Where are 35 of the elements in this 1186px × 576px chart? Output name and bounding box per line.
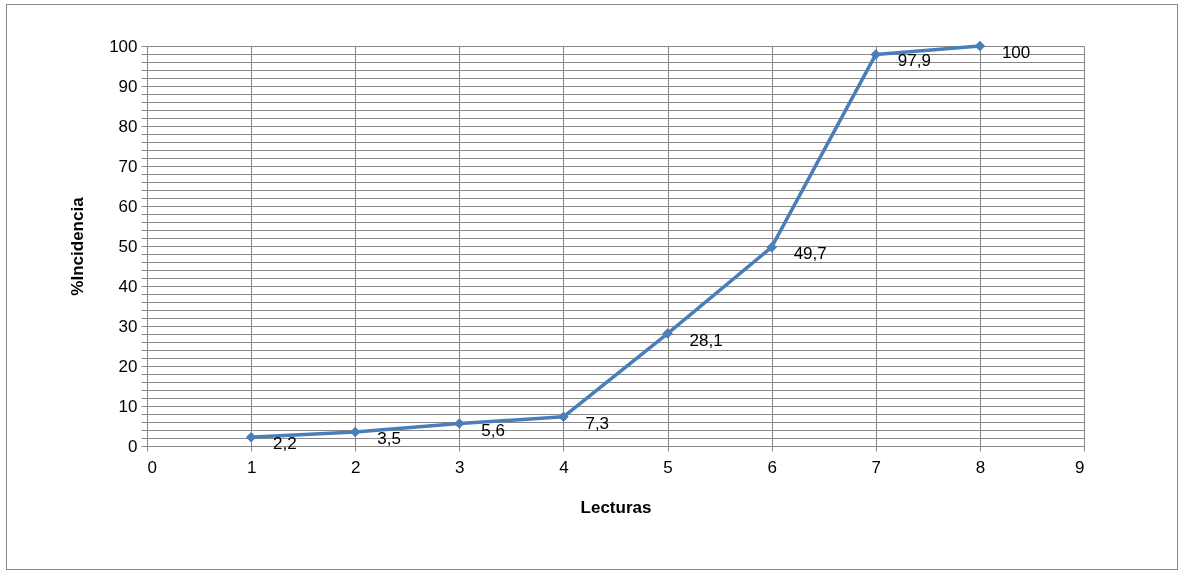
x-tick-label: 3 bbox=[455, 457, 465, 477]
x-tick-label: 9 bbox=[1075, 457, 1085, 477]
data-label: 97,9 bbox=[897, 51, 931, 71]
point bbox=[766, 241, 777, 253]
x-tick-label: 1 bbox=[246, 457, 257, 477]
x-tick-label: 0 bbox=[147, 457, 157, 477]
y-tick-label: 20 bbox=[118, 356, 138, 376]
x-tick-label: 6 bbox=[767, 457, 777, 477]
x-tick-label: 2 bbox=[350, 457, 361, 477]
y-tick-label: 30 bbox=[118, 316, 138, 336]
x-tick-label: 7 bbox=[871, 457, 882, 477]
data-label: 100 bbox=[1001, 43, 1031, 62]
y-axis-title: %Incidencia bbox=[68, 196, 88, 296]
data-label: 2,2 bbox=[273, 434, 297, 454]
y-tick-label: 60 bbox=[118, 196, 138, 216]
point bbox=[974, 40, 986, 52]
data-label: 7,3 bbox=[585, 413, 610, 433]
y-tick-label: 0 bbox=[128, 436, 138, 456]
point bbox=[662, 328, 673, 339]
x-axis-title: Lecturas bbox=[580, 497, 652, 517]
data-label: 49,7 bbox=[793, 244, 827, 264]
y-tick-label: 10 bbox=[118, 396, 138, 416]
y-tick-label: 40 bbox=[118, 276, 138, 296]
x-tick-label: 4 bbox=[559, 457, 569, 477]
y-tick-label: 70 bbox=[118, 156, 138, 176]
point bbox=[558, 411, 569, 423]
y-tick-label: 90 bbox=[118, 76, 138, 96]
data-label: 3,5 bbox=[377, 429, 401, 448]
y-tick-label: 100 bbox=[109, 36, 138, 56]
data-label: 5,6 bbox=[481, 420, 505, 440]
x-tick-label: 5 bbox=[663, 457, 673, 477]
y-tick-label: 50 bbox=[118, 236, 138, 256]
data-label: 28,1 bbox=[689, 330, 723, 350]
y-tick-label: 80 bbox=[118, 116, 138, 136]
x-tick-label: 8 bbox=[975, 457, 986, 477]
